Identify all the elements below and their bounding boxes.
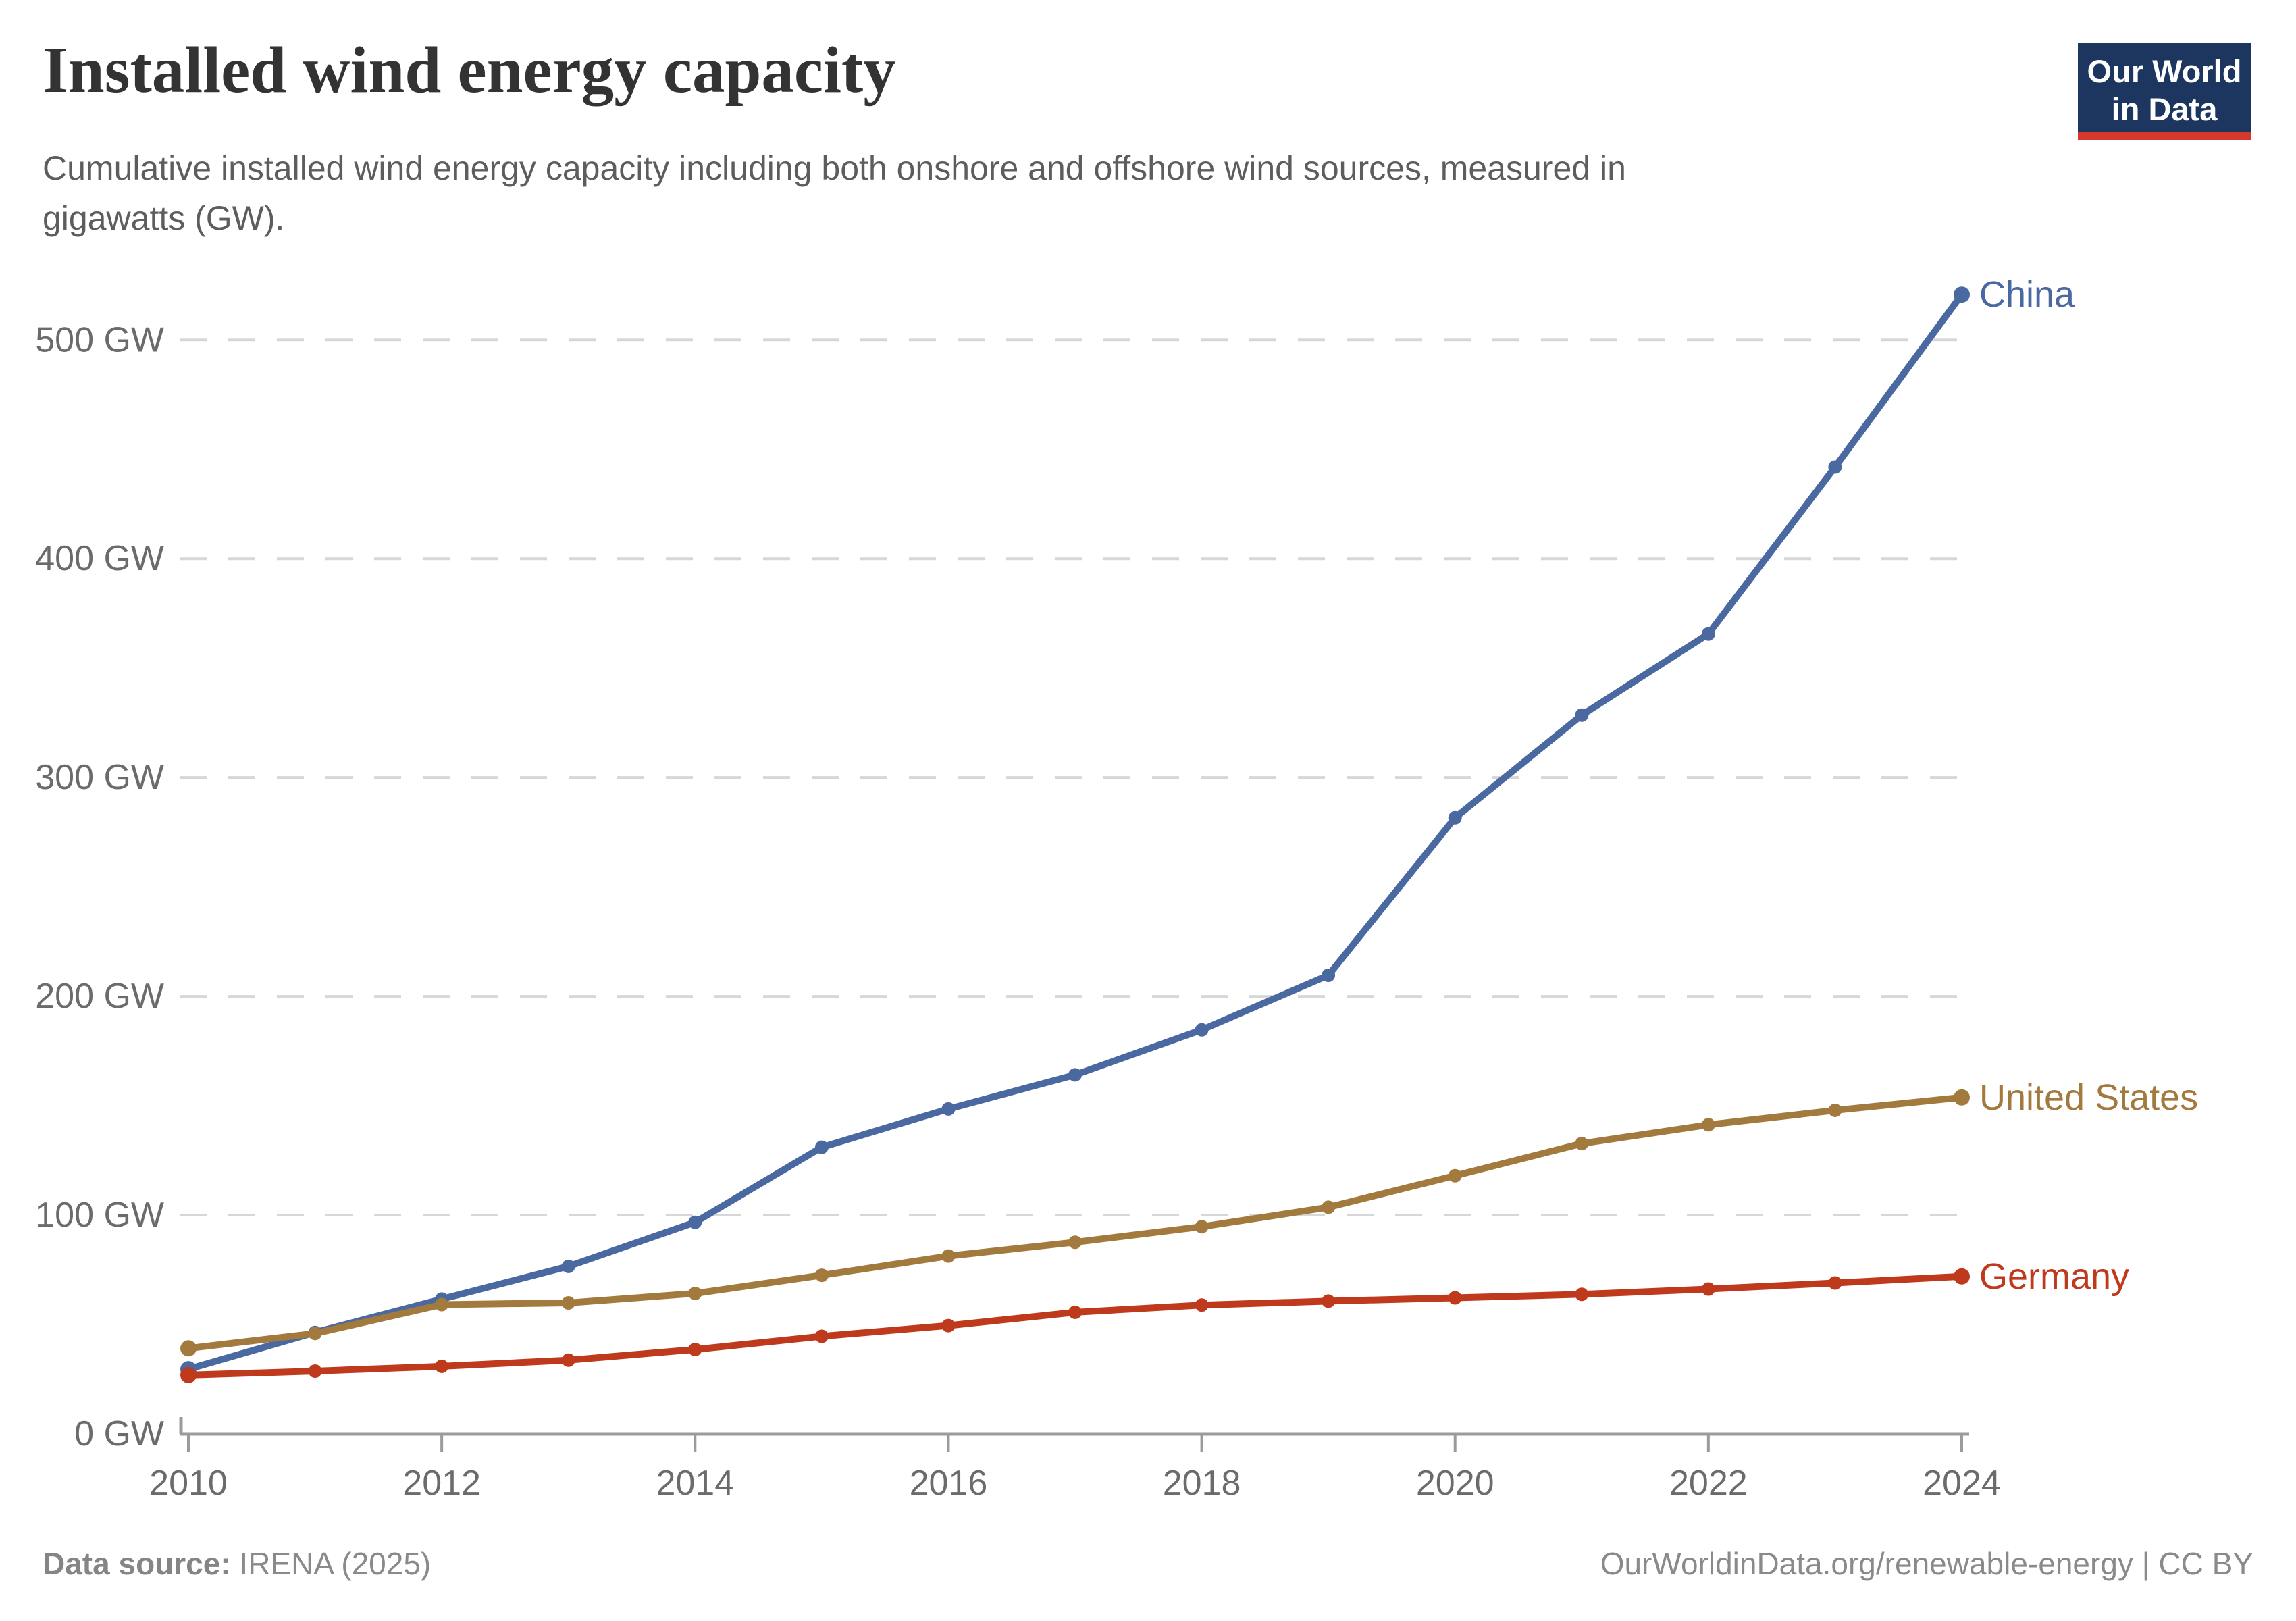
united-states-point-2012[interactable] [435, 1297, 449, 1312]
china-point-2024[interactable] [1954, 286, 1970, 303]
united-states-point-2011[interactable] [308, 1327, 322, 1341]
x-axis-label-2010: 2010 [149, 1464, 228, 1503]
germany-point-2021[interactable] [1575, 1287, 1589, 1302]
owid-logo[interactable]: Our World in Data [2078, 43, 2251, 140]
x-axis-label-2024: 2024 [1923, 1464, 2001, 1503]
data-source-note: Data source: IRENA (2025) [43, 1545, 431, 1582]
y-axis-label-500gw: 500 GW [35, 320, 164, 359]
united-states-series-label[interactable]: United States [1979, 1077, 2198, 1118]
united-states-point-2015[interactable] [814, 1268, 829, 1283]
x-axis-label-2012: 2012 [402, 1464, 481, 1503]
data-source-value: IRENA (2025) [230, 1546, 432, 1581]
owid-logo-text: Our World in Data [2078, 53, 2251, 128]
united-states-point-2019[interactable] [1322, 1200, 1336, 1214]
gridlines-group [180, 338, 1969, 1217]
attribution-link[interactable]: OurWorldinData.org/renewable-energy | CC… [1600, 1546, 2253, 1581]
china-point-2016[interactable] [941, 1102, 956, 1116]
china-point-2021[interactable] [1575, 708, 1589, 722]
germany-point-2013[interactable] [561, 1353, 575, 1367]
china-point-2023[interactable] [1828, 460, 1842, 474]
y-axis-labels-group: 0 GW 100 GW 200 GW 300 GW 400 GW 500 GW [35, 320, 164, 1453]
x-axis-label-2018: 2018 [1163, 1464, 1241, 1503]
x-axis-group: 2010 2012 2014 2016 2018 2020 2022 2024 [149, 1417, 2001, 1503]
united-states-point-2021[interactable] [1575, 1137, 1589, 1151]
united-states-point-2023[interactable] [1828, 1103, 1842, 1117]
series-group: China United States Germany [180, 274, 2198, 1383]
owid-logo-red-bar [2078, 132, 2251, 140]
germany-point-2016[interactable] [941, 1318, 956, 1333]
germany-point-2012[interactable] [435, 1359, 449, 1373]
x-axis-label-2020: 2020 [1416, 1464, 1494, 1503]
china-point-2019[interactable] [1322, 969, 1336, 982]
germany-point-2019[interactable] [1322, 1294, 1336, 1308]
germany-point-2015[interactable] [814, 1329, 829, 1343]
owid-logo-line2: in Data [2111, 91, 2218, 127]
y-axis-label-100gw: 100 GW [35, 1195, 164, 1235]
germany-point-2014[interactable] [688, 1343, 702, 1356]
united-states-point-2017[interactable] [1068, 1235, 1082, 1250]
x-axis-label-2014: 2014 [656, 1464, 734, 1503]
china-point-2015[interactable] [814, 1140, 829, 1154]
y-axis-label-300gw: 300 GW [35, 758, 164, 797]
germany-point-2022[interactable] [1701, 1282, 1715, 1296]
germany-point-2023[interactable] [1828, 1276, 1842, 1290]
germany-line[interactable] [185, 1272, 1965, 1379]
united-states-point-2014[interactable] [688, 1287, 702, 1300]
united-states-point-2018[interactable] [1195, 1220, 1209, 1234]
china-point-2013[interactable] [561, 1259, 575, 1273]
y-axis-label-400gw: 400 GW [35, 539, 164, 578]
china-series-label[interactable]: China [1979, 274, 2075, 315]
united-states-point-2020[interactable] [1448, 1168, 1462, 1183]
united-states-point-2010[interactable] [180, 1340, 197, 1357]
united-states-point-2022[interactable] [1701, 1118, 1715, 1132]
subtitle-line-2: gigawatts (GW). [43, 199, 285, 237]
united-states-point-2024[interactable] [1954, 1089, 1970, 1106]
y-axis-label-0gw: 0 GW [74, 1414, 164, 1453]
x-axis-label-2022: 2022 [1669, 1464, 1748, 1503]
subtitle-line-1: Cumulative installed wind energy capacit… [43, 149, 1626, 187]
page-title: Installed wind energy capacity [43, 34, 896, 106]
united-states-point-2013[interactable] [561, 1296, 575, 1310]
china-point-2022[interactable] [1701, 627, 1715, 641]
china-line[interactable] [185, 291, 1965, 1373]
y-axis-label-200gw: 200 GW [35, 977, 164, 1016]
germany-point-2018[interactable] [1195, 1298, 1209, 1312]
china-point-2020[interactable] [1448, 810, 1462, 825]
germany-series-label[interactable]: Germany [1979, 1256, 2129, 1297]
united-states-point-2016[interactable] [941, 1249, 956, 1263]
germany-point-2020[interactable] [1448, 1291, 1462, 1305]
owid-logo-line1: Our World [2087, 53, 2242, 89]
germany-point-2010[interactable] [180, 1366, 197, 1383]
china-point-2018[interactable] [1195, 1023, 1209, 1037]
chart-subtitle: Cumulative installed wind energy capacit… [43, 143, 1626, 243]
x-axis-label-2016: 2016 [910, 1464, 988, 1503]
germany-point-2011[interactable] [308, 1364, 322, 1378]
china-point-2014[interactable] [688, 1215, 702, 1229]
germany-point-2024[interactable] [1954, 1268, 1970, 1285]
data-source-label: Data source: [43, 1546, 231, 1581]
china-point-2017[interactable] [1068, 1068, 1082, 1082]
germany-point-2017[interactable] [1068, 1305, 1082, 1319]
